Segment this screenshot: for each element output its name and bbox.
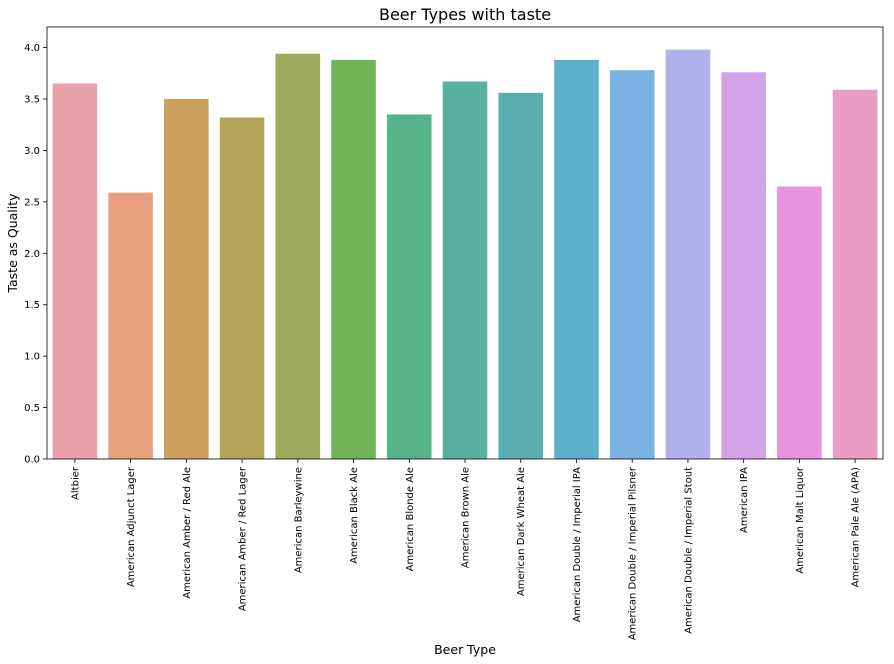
y-tick-label: 0.5 [24, 403, 40, 414]
bar-3 [219, 117, 265, 459]
x-tick-label: American Black Ale [349, 467, 360, 564]
bar-0 [52, 83, 98, 460]
bar-1 [108, 192, 153, 459]
chart-title: Beer Types with taste [379, 5, 551, 24]
bar-8 [498, 92, 544, 459]
x-tick-label: Altbier [70, 466, 81, 500]
bar-5 [331, 59, 376, 460]
y-tick-label: 3.0 [24, 146, 40, 157]
x-tick-label: American Adjunct Lager [126, 466, 137, 587]
y-tick-label: 3.5 [24, 95, 40, 106]
bar-13 [777, 186, 822, 459]
x-tick-label: American IPA [739, 467, 750, 533]
x-tick-label: American Amber / Red Ale [182, 467, 193, 599]
bar-14 [832, 89, 878, 459]
x-tick-label: American Double / Imperial Stout [683, 467, 694, 634]
y-tick-label: 1.0 [24, 352, 40, 363]
x-tick-label: American Dark Wheat Ale [516, 467, 527, 596]
bar-12 [721, 72, 766, 459]
bar-11 [665, 49, 711, 459]
plot-area-frame [46, 26, 884, 460]
bar-2 [164, 99, 209, 459]
y-tick-label: 1.5 [24, 300, 40, 311]
x-axis-ticks: Altbier American Adjunct Lager American Am… [70, 459, 862, 640]
y-tick-label: 2.0 [24, 249, 40, 260]
x-tick-label: American Blonde Ale [405, 467, 416, 571]
y-tick-label: 4.0 [24, 43, 40, 54]
x-tick-label: American Malt Liquor [795, 466, 806, 574]
x-tick-label: American Brown Ale [461, 467, 472, 568]
x-tick-label: American Double / Imperial Pilsner [628, 466, 639, 640]
bars-group [52, 49, 878, 460]
y-tick-label: 0.0 [24, 455, 40, 466]
y-tick-label: 2.5 [24, 197, 40, 208]
x-axis-title: Beer Type [434, 642, 496, 657]
x-tick-label: American Double / Imperial IPA [572, 467, 583, 622]
y-axis-ticks: 0.0 0.5 1.0 1.5 2.0 2.5 3.0 3.5 4.0 [24, 43, 47, 466]
y-axis-title: Taste as Quality [5, 193, 20, 294]
bar-4 [275, 53, 321, 459]
bar-10 [609, 70, 655, 459]
bar-6 [386, 114, 432, 459]
x-tick-label: American Pale Ale (APA) [851, 467, 862, 588]
bar-9 [554, 59, 599, 460]
x-tick-label: American Barleywine [293, 467, 304, 573]
x-tick-label: American Amber / Red Lager [238, 466, 249, 611]
bar-7 [442, 81, 488, 459]
